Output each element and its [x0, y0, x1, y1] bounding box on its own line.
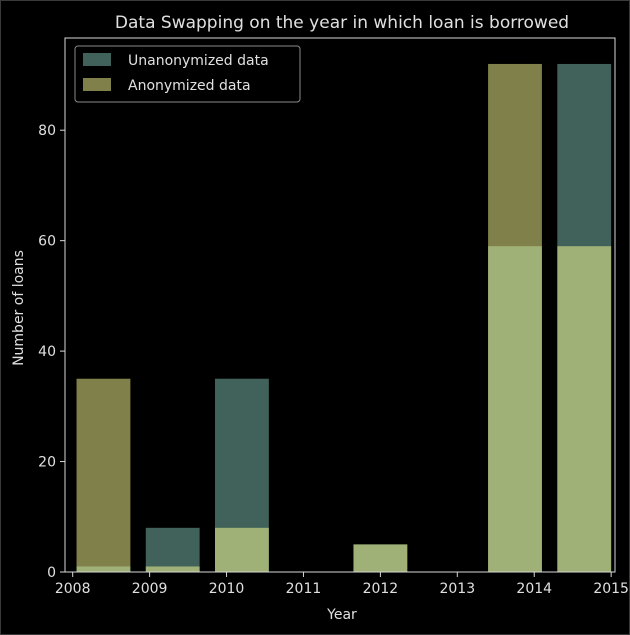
legend-swatch-unanonymized	[83, 53, 111, 66]
y-axis-label: Number of loans	[11, 250, 27, 366]
x-axis-label: Year	[326, 607, 357, 623]
y-tick-label-0: 0	[47, 565, 56, 581]
x-tick-label-2009: 2009	[132, 581, 168, 597]
legend-box	[74, 45, 301, 103]
bar-anonymized-data-4	[488, 63, 542, 572]
plot-area-frame	[64, 37, 616, 573]
x-tick-label-2013: 2013	[439, 581, 475, 597]
bar-anonymized-data-0	[76, 378, 131, 572]
legend-label-anonymized: Anonymized data	[128, 78, 251, 94]
bar-unanonymized-data-1	[145, 527, 200, 572]
x-tick-label-2010: 2010	[209, 581, 245, 597]
y-tick-label-40: 40	[38, 344, 56, 360]
x-tick-label-2012: 2012	[363, 581, 399, 597]
bar-anonymized-data-1	[145, 566, 200, 572]
chart-title: Data Swapping on the year in which loan …	[115, 13, 569, 33]
y-tick-label-80: 80	[38, 123, 56, 139]
bar-anonymized-data-5	[557, 246, 612, 572]
x-tick-label-2011: 2011	[286, 581, 322, 597]
x-tick-label-2008: 2008	[55, 581, 91, 597]
y-tick-label-60: 60	[38, 234, 56, 250]
x-tick-label-2015: 2015	[593, 581, 629, 597]
bar-anonymized-data-3	[353, 544, 408, 572]
bars-layer	[76, 63, 612, 572]
bar-anonymized-data-2	[215, 527, 269, 572]
x-tick-label-2014: 2014	[516, 581, 552, 597]
legend-swatch-anonymized	[83, 78, 111, 91]
legend-label-unanonymized: Unanonymized data	[128, 53, 269, 69]
ticks-layer: 2008 2009 2010 2011 2012 2013 2014 2015 0 20 40 60 8…	[38, 123, 629, 597]
y-tick-label-20: 20	[38, 455, 56, 471]
legend: Unanonymized data Anonymized data	[74, 45, 301, 103]
